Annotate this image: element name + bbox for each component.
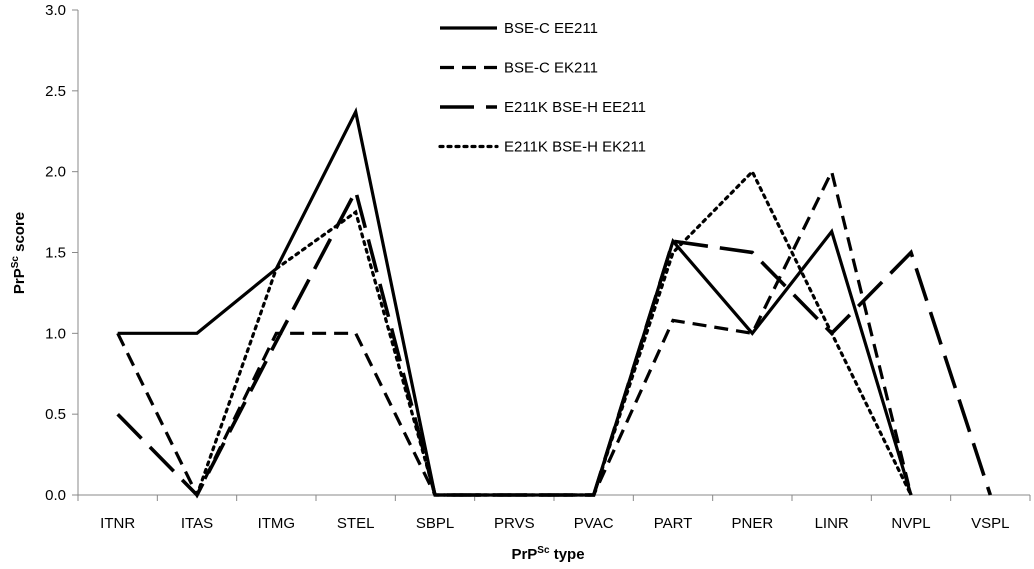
x-axis-title: PrPSc type: [511, 545, 584, 563]
y-tick-label: 3.0: [45, 2, 66, 19]
y-tick-label: 2.5: [45, 83, 66, 100]
legend-label-1: BSE-C EE211: [504, 20, 598, 37]
y-tick-label: 0.0: [45, 487, 66, 504]
legend: BSE-C EE211 BSE-C EK211 E211K BSE-H EE211 E…: [438, 20, 646, 156]
series-line-4: [195, 168, 913, 497]
x-tick-label: ITNR: [100, 515, 135, 532]
x-tick-label: PRVS: [494, 515, 535, 532]
legend-label-3: E211K BSE-H EE211: [504, 99, 646, 116]
legend-label-2: BSE-C EK211: [504, 60, 598, 77]
y-axis: 0.0 0.5 1.0 1.5 2.0 2.5 3.0: [45, 2, 79, 504]
x-tick-label: LINR: [815, 515, 849, 532]
y-tick-label: 1.5: [45, 245, 66, 262]
x-tick-label: ITMG: [258, 515, 296, 532]
series-line-2: [116, 167, 913, 499]
x-tick-label: ITAS: [181, 515, 213, 532]
series-line-1: [117, 106, 913, 497]
y-tick-label: 1.0: [45, 325, 66, 342]
y-tick-label: 2.0: [45, 164, 66, 181]
x-tick-label: PVAC: [574, 515, 614, 532]
series-lines: [116, 106, 993, 499]
x-tick-label: STEL: [337, 515, 375, 532]
legend-label-4: E211K BSE-H EK211: [504, 139, 646, 156]
x-tick-label: PNER: [731, 515, 773, 532]
y-axis-title: PrPSc score: [10, 212, 28, 294]
x-tick-label: SBPL: [416, 515, 454, 532]
x-tick-label: VSPL: [971, 515, 1009, 532]
x-axis: ITNR ITAS ITMG STEL SBPL PRVS PVAC PART PNER LINR…: [77, 494, 1031, 532]
x-tick-label: NVPL: [891, 515, 930, 532]
x-tick-label: PART: [654, 515, 693, 532]
y-tick-label: 0.5: [45, 406, 66, 423]
